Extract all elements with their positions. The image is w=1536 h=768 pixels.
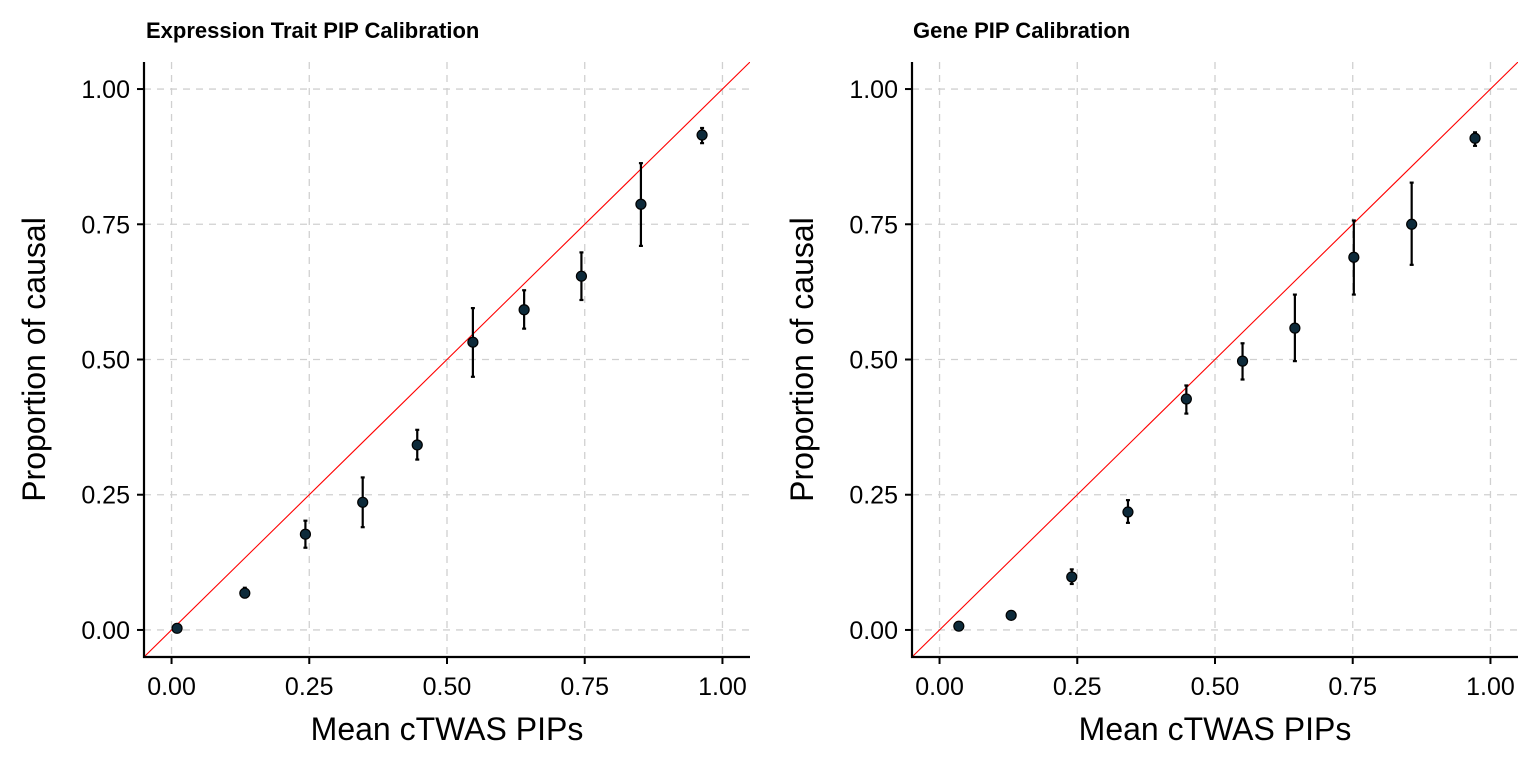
data-point-group (411, 428, 423, 461)
data-point-group (635, 162, 647, 248)
data-point (1066, 571, 1078, 583)
data-point-group (518, 289, 530, 330)
panel-title: Gene PIP Calibration (913, 18, 1130, 43)
y-tick-label: 1.00 (81, 76, 130, 104)
y-axis-title: Proportion of causal (16, 217, 52, 502)
y-tick-label: 0.00 (849, 617, 898, 645)
x-tick-label: 1.00 (698, 673, 747, 701)
x-tick-label: 0.50 (1191, 673, 1240, 701)
data-point (171, 622, 183, 634)
data-point (299, 528, 312, 540)
data-point-group (1005, 609, 1017, 621)
y-tick-label: 0.25 (81, 482, 130, 510)
data-point (1122, 506, 1134, 518)
data-point (518, 304, 530, 316)
x-tick-label: 0.00 (147, 673, 196, 701)
x-tick-label: 0.25 (285, 673, 334, 701)
x-tick-label: 0.00 (915, 673, 964, 701)
data-point-group (299, 519, 312, 549)
chart-panel-1: Expression Trait PIP Calibration 0.00 0.25… (16, 18, 750, 747)
data-point (467, 336, 479, 348)
data-point-group (1348, 219, 1360, 296)
data-point (1289, 322, 1301, 334)
data-point (953, 620, 965, 632)
data-point (239, 587, 251, 599)
data-point-group (1122, 499, 1134, 524)
y-tick-label: 0.50 (81, 347, 130, 375)
data-point (575, 270, 588, 282)
data-point-group (357, 476, 369, 529)
x-tick-label: 1.00 (1466, 673, 1515, 701)
y-tick-label: 0.25 (849, 482, 898, 510)
y-axis-title: Proportion of causal (784, 217, 820, 502)
data-point-group (1236, 342, 1249, 381)
y-tick-label: 1.00 (849, 76, 898, 104)
data-point-group (1406, 181, 1418, 266)
data-point (411, 439, 423, 451)
x-tick-label: 0.50 (423, 673, 472, 701)
panel-title: Expression Trait PIP Calibration (146, 18, 479, 43)
data-point-group (467, 307, 479, 378)
data-point (1469, 132, 1481, 144)
data-point-group (239, 586, 251, 599)
x-axis-title: Mean cTWAS PIPs (311, 711, 584, 747)
chart-panel-2: Gene PIP Calibration 0.00 0.25 0.50 0.75 1.00… (784, 18, 1518, 747)
data-point-group (1066, 568, 1078, 586)
data-point (1406, 218, 1418, 230)
data-point (635, 198, 647, 210)
data-point (1348, 251, 1360, 263)
x-tick-label: 0.75 (560, 673, 609, 701)
data-point-group (953, 620, 965, 632)
data-point (1180, 393, 1192, 405)
y-tick-label: 0.00 (81, 617, 130, 645)
data-point (1236, 355, 1249, 367)
data-point-group (575, 251, 588, 302)
data-point-group (1469, 131, 1481, 147)
x-axis-title: Mean cTWAS PIPs (1079, 711, 1352, 747)
y-tick-label: 0.75 (81, 211, 130, 239)
data-point-group (696, 126, 708, 145)
data-point-group (1180, 384, 1192, 415)
reference-line (144, 62, 750, 657)
data-point (696, 129, 708, 141)
reference-line (912, 62, 1518, 657)
data-point (1005, 609, 1017, 621)
data-point-group (171, 622, 183, 634)
x-tick-label: 0.25 (1053, 673, 1102, 701)
data-point (357, 496, 369, 508)
x-tick-label: 0.75 (1328, 673, 1377, 701)
y-tick-label: 0.75 (849, 211, 898, 239)
y-tick-label: 0.50 (849, 347, 898, 375)
data-point-group (1289, 293, 1301, 363)
